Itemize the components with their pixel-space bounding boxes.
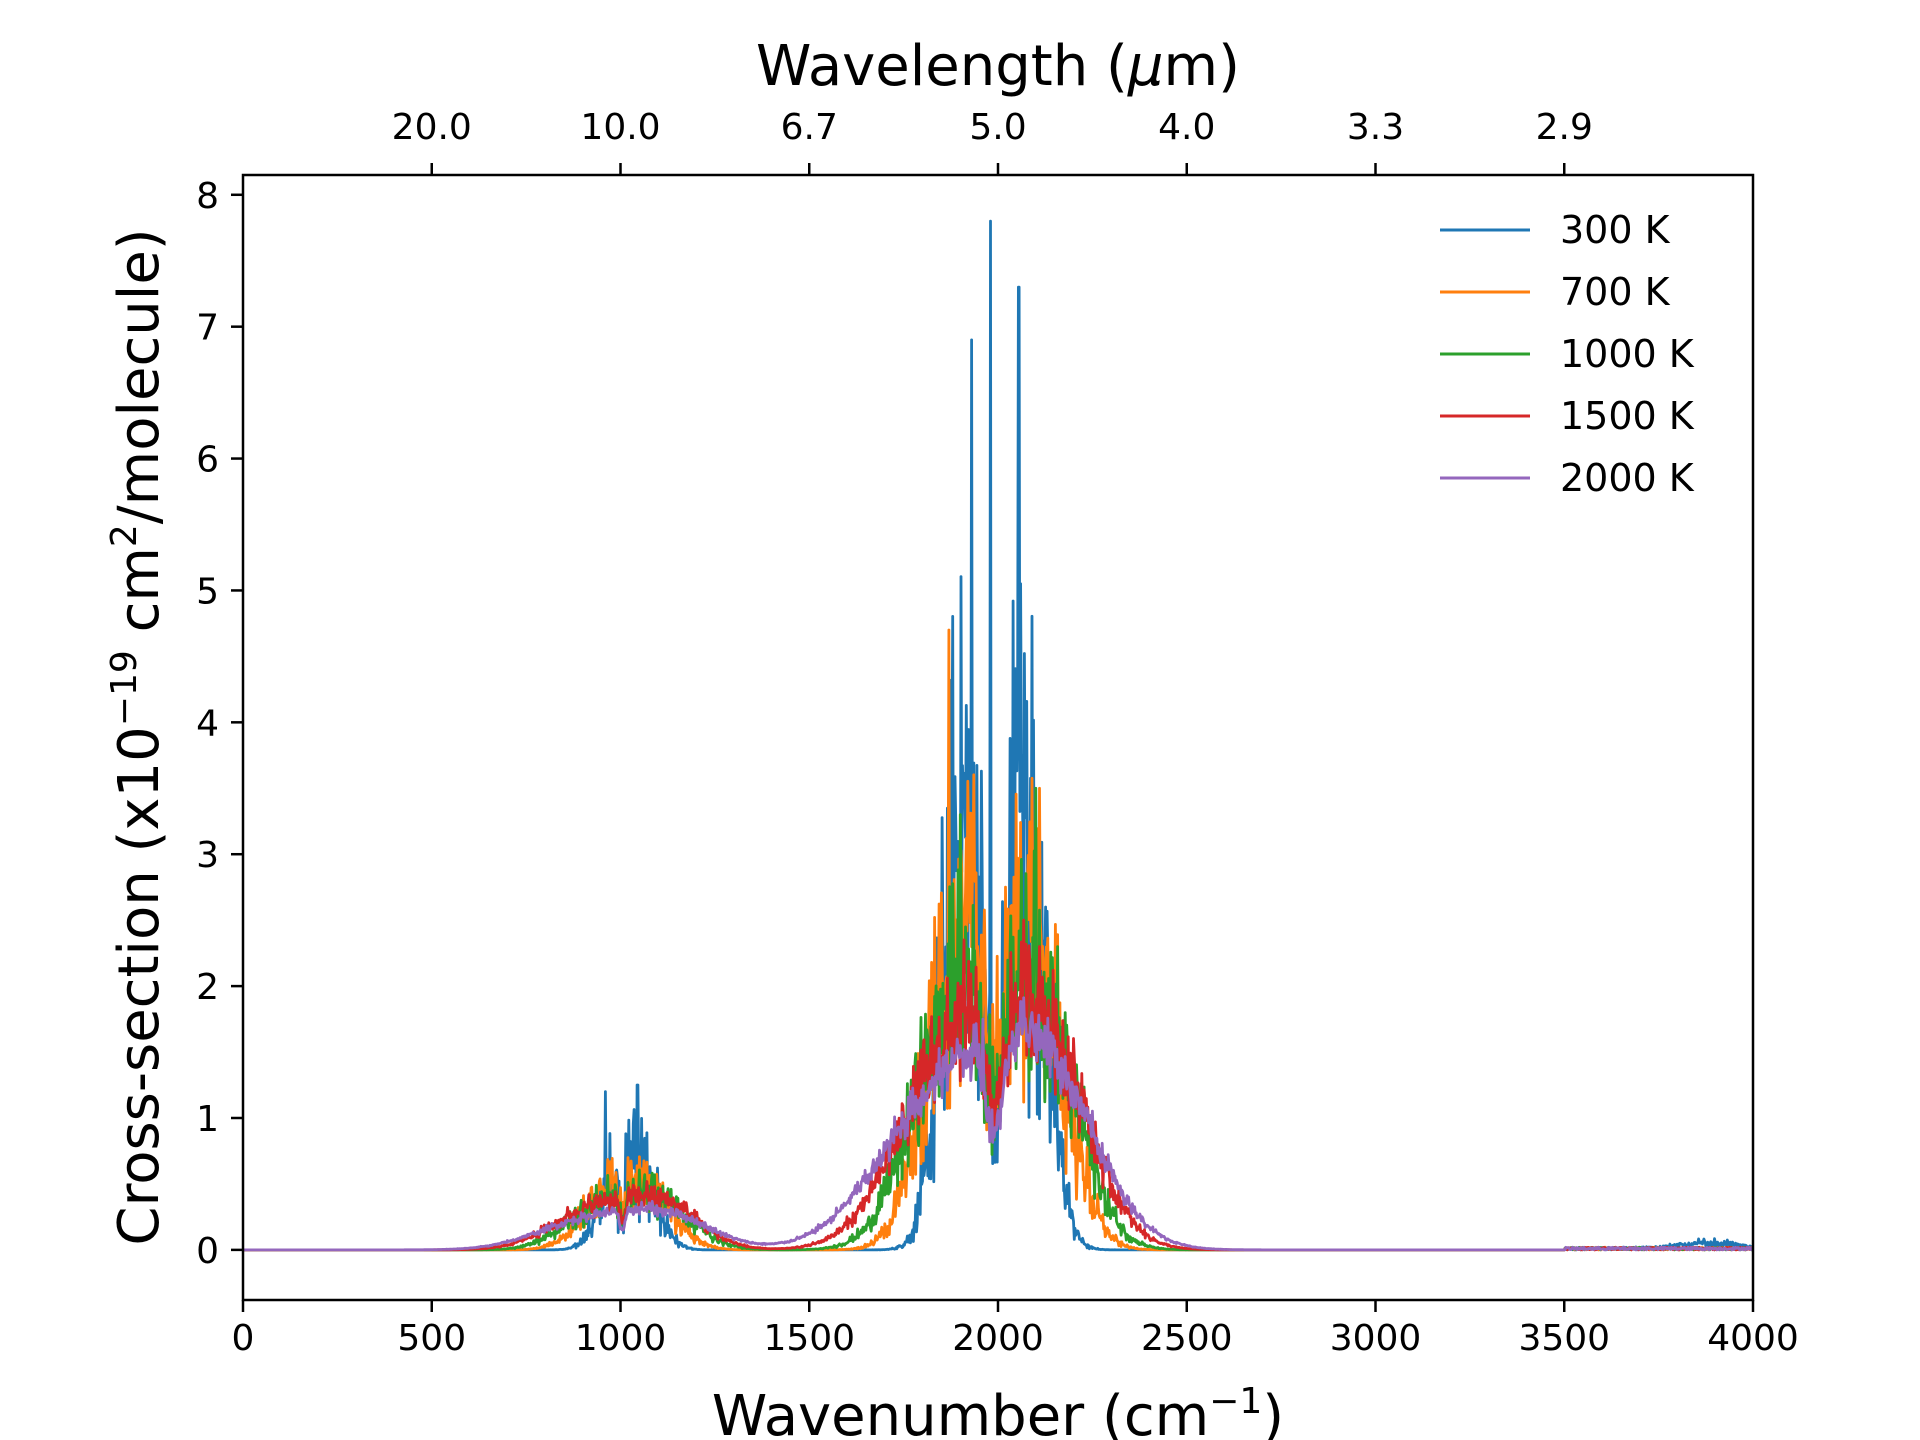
top-tick-label: 4.0	[1158, 107, 1215, 148]
legend-label: 700 K	[1560, 270, 1671, 314]
x-tick-label: 2000	[952, 1318, 1044, 1359]
x-tick-label: 1500	[763, 1318, 855, 1359]
x-tick-label: 4000	[1707, 1318, 1799, 1359]
x-tick-label: 500	[397, 1318, 466, 1359]
x-axis-title-sup: −1	[1209, 1381, 1262, 1422]
x-tick-label: 1000	[575, 1318, 667, 1359]
series-layer	[243, 219, 1753, 1252]
x-tick-label: 2500	[1141, 1318, 1233, 1359]
series-line-2000-k	[243, 996, 1753, 1252]
y-tick-label: 5	[196, 571, 219, 612]
legend-label: 300 K	[1560, 208, 1671, 252]
y-tick-label: 3	[196, 835, 219, 876]
y-tick-label: 8	[196, 176, 219, 217]
y-axis-title-sup-2: 2	[104, 524, 145, 547]
y-ticks: 0 1 2 3 4 5 6 7 8	[196, 176, 243, 1272]
y-axis-title: Cross-section (x10−19 cm2/molecule)	[104, 228, 172, 1245]
y-axis-title-sup-1: −19	[104, 650, 145, 726]
y-tick-label: 2	[196, 967, 219, 1008]
legend: 300 K 700 K 1000 K 1500 K 2000 K	[1440, 208, 1695, 500]
top-tick-label: 3.3	[1347, 107, 1404, 148]
top-tick-label: 20.0	[392, 107, 472, 148]
y-tick-label: 7	[196, 308, 219, 349]
top-ticks: 20.0 10.0 6.7 5.0 4.0 3.3 2.9	[392, 107, 1593, 175]
top-tick-label: 6.7	[781, 107, 838, 148]
y-tick-label: 4	[196, 703, 219, 744]
top-tick-label: 5.0	[969, 107, 1026, 148]
x-ticks: 0 500 1000 1500 2000 2500 3000 3500 4000	[232, 1300, 1799, 1359]
x-axis-title: Wavenumber (cm−1)	[712, 1381, 1284, 1440]
y-tick-label: 6	[196, 440, 219, 481]
top-tick-label: 2.9	[1536, 107, 1593, 148]
x-tick-label: 3000	[1330, 1318, 1422, 1359]
legend-label: 1500 K	[1560, 394, 1695, 438]
y-tick-label: 0	[196, 1231, 219, 1272]
top-tick-label: 10.0	[580, 107, 660, 148]
top-axis-title: Wavelength (μm)	[756, 34, 1240, 99]
x-tick-label: 0	[232, 1318, 255, 1359]
x-tick-label: 3500	[1518, 1318, 1610, 1359]
y-tick-label: 1	[196, 1099, 219, 1140]
legend-label: 2000 K	[1560, 456, 1695, 500]
legend-label: 1000 K	[1560, 332, 1695, 376]
